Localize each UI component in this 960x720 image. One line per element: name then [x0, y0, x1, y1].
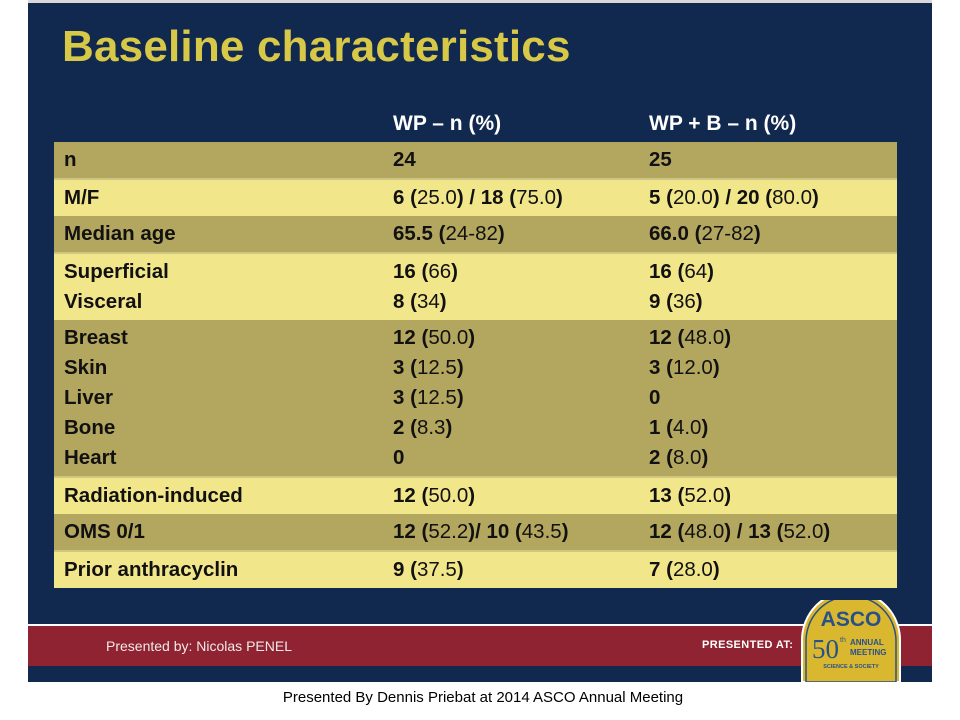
- asco-50th-logo: ASCO 50 th ANNUAL MEETING SCIENCE & SOCI…: [801, 600, 901, 682]
- cell-wp: 16 (66) 8 (34): [393, 253, 649, 320]
- cell-wpb: 13 (52.0): [649, 477, 897, 514]
- logo-science-text: SCIENCE & SOCIETY: [823, 664, 879, 670]
- cell-wpb: 12 (48.0) / 13 (52.0): [649, 514, 897, 552]
- row-label: Radiation-induced: [54, 477, 393, 514]
- table-row: Breast Skin Liver Bone Heart 12 (50.0) 3 (12.5…: [54, 320, 897, 478]
- cell-wpb: 5 (20.0) / 20 (80.0): [649, 179, 897, 216]
- header-wpb: WP + B – n (%): [649, 112, 797, 135]
- row-label: M/F: [54, 179, 393, 216]
- row-label: Prior anthracyclin: [54, 551, 393, 588]
- top-rule: [28, 0, 932, 3]
- cell-wpb: 16 (64) 9 (36): [649, 253, 897, 320]
- table-header-row: WP – n (%) WP + B – n (%): [54, 106, 897, 142]
- row-label: Median age: [54, 216, 393, 254]
- header-wp: WP – n (%): [393, 112, 502, 135]
- footer-band: Presented by: Nicolas PENEL PRESENTED AT…: [28, 624, 932, 666]
- slide-title: Baseline characteristics: [62, 22, 571, 71]
- cell-wp: 12 (50.0): [393, 477, 649, 514]
- row-label: OMS 0/1: [54, 514, 393, 552]
- row-label: n: [54, 142, 393, 180]
- presented-at: PRESENTED AT:: [702, 639, 794, 651]
- logo-annual-text: ANNUAL: [850, 638, 884, 647]
- cell-wp: 24: [393, 142, 649, 180]
- logo-th-text: th: [840, 637, 846, 644]
- baseline-table: WP – n (%) WP + B – n (%) n 24 25 M/F 6 (25.…: [54, 106, 897, 588]
- table-row: Superficial Visceral 16 (66) 8 (34) 16 (64) 9…: [54, 253, 897, 320]
- cell-wpb: 12 (48.0) 3 (12.0) 0 1 (4.0) 2 (8.0): [649, 320, 897, 478]
- table-row: Median age 65.5 (24-82) 66.0 (27-82): [54, 216, 897, 254]
- cell-wpb: 25: [649, 142, 897, 180]
- presented-by: Presented by: Nicolas PENEL: [106, 638, 292, 654]
- table-row: Radiation-induced 12 (50.0) 13 (52.0): [54, 477, 897, 514]
- table-row: Prior anthracyclin 9 (37.5) 7 (28.0): [54, 551, 897, 588]
- cell-wpb: 66.0 (27-82): [649, 216, 897, 254]
- cell-wp: 6 (25.0) / 18 (75.0): [393, 179, 649, 216]
- cell-wp: 12 (50.0) 3 (12.5) 3 (12.5) 2 (8.3) 0: [393, 320, 649, 478]
- table-row: M/F 6 (25.0) / 18 (75.0) 5 (20.0) / 20 (80…: [54, 179, 897, 216]
- cell-wpb: 7 (28.0): [649, 551, 897, 588]
- table-row: OMS 0/1 12 (52.2)/ 10 (43.5) 12 (48.0) / 1…: [54, 514, 897, 552]
- cell-wp: 65.5 (24-82): [393, 216, 649, 254]
- header-empty: [54, 106, 393, 142]
- logo-50-text: 50: [812, 634, 839, 664]
- caption: Presented By Dennis Priebat at 2014 ASCO…: [282, 689, 684, 706]
- row-label: Breast Skin Liver Bone Heart: [54, 320, 393, 478]
- cell-wp: 12 (52.2)/ 10 (43.5): [393, 514, 649, 552]
- logo-meeting-text: MEETING: [850, 648, 886, 657]
- cell-wp: 9 (37.5): [393, 551, 649, 588]
- row-label: Superficial Visceral: [54, 253, 393, 320]
- slide: Baseline characteristics WP – n (%) WP +…: [28, 0, 932, 682]
- logo-asco-text: ASCO: [821, 608, 882, 631]
- table-row: n 24 25: [54, 142, 897, 180]
